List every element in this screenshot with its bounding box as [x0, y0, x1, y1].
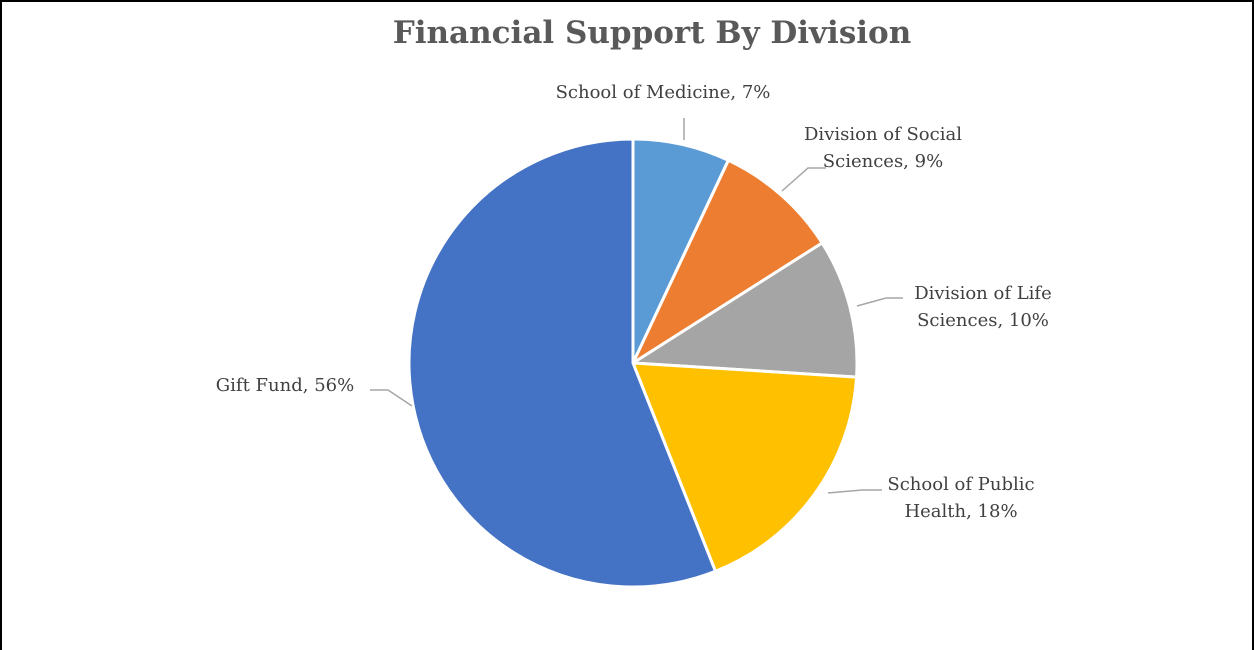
data-labels: School of Medicine, 7% Division of Social…: [216, 82, 1052, 522]
leader-line: [781, 167, 826, 192]
data-label: Division of Social Sciences, 9%: [804, 124, 962, 172]
pie-slice: [631, 241, 859, 379]
data-label-line: Health, 18%: [904, 501, 1017, 522]
leader-line: [856, 297, 903, 307]
pie-slices: [407, 137, 859, 589]
leader-lines: [370, 118, 903, 494]
data-label-line: Sciences, 10%: [917, 310, 1049, 331]
leader-line: [827, 489, 882, 494]
data-label-line: Division of Social: [804, 124, 962, 145]
data-label: School of Public Health, 18%: [887, 474, 1034, 522]
data-label-line: Division of Life: [914, 283, 1052, 304]
data-label: School of Medicine, 7%: [556, 82, 771, 103]
leader-line: [370, 389, 413, 407]
data-label-line: Sciences, 9%: [823, 151, 943, 172]
data-label-line: School of Medicine, 7%: [556, 82, 771, 103]
data-label: Division of Life Sciences, 10%: [914, 283, 1052, 331]
pie-slice: [631, 158, 824, 365]
pie-slice: [407, 137, 717, 589]
data-label-line: Gift Fund, 56%: [216, 375, 354, 396]
chart-title: Financial Support By Division: [393, 15, 912, 51]
data-label: Gift Fund, 56%: [216, 375, 354, 396]
data-label-line: School of Public: [887, 474, 1034, 495]
pie-slice: [631, 361, 859, 573]
